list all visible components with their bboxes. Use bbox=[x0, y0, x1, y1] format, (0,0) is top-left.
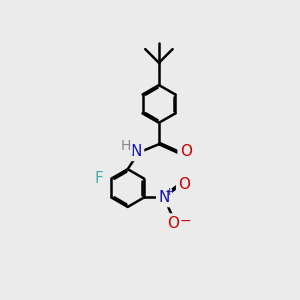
Text: H: H bbox=[120, 139, 130, 153]
Text: O: O bbox=[167, 215, 179, 230]
Text: −: − bbox=[180, 214, 192, 228]
Text: +: + bbox=[165, 187, 174, 197]
Text: O: O bbox=[178, 177, 190, 192]
Text: F: F bbox=[94, 171, 103, 186]
Text: O: O bbox=[180, 144, 192, 159]
Text: N: N bbox=[158, 190, 170, 205]
Text: N: N bbox=[130, 144, 142, 159]
